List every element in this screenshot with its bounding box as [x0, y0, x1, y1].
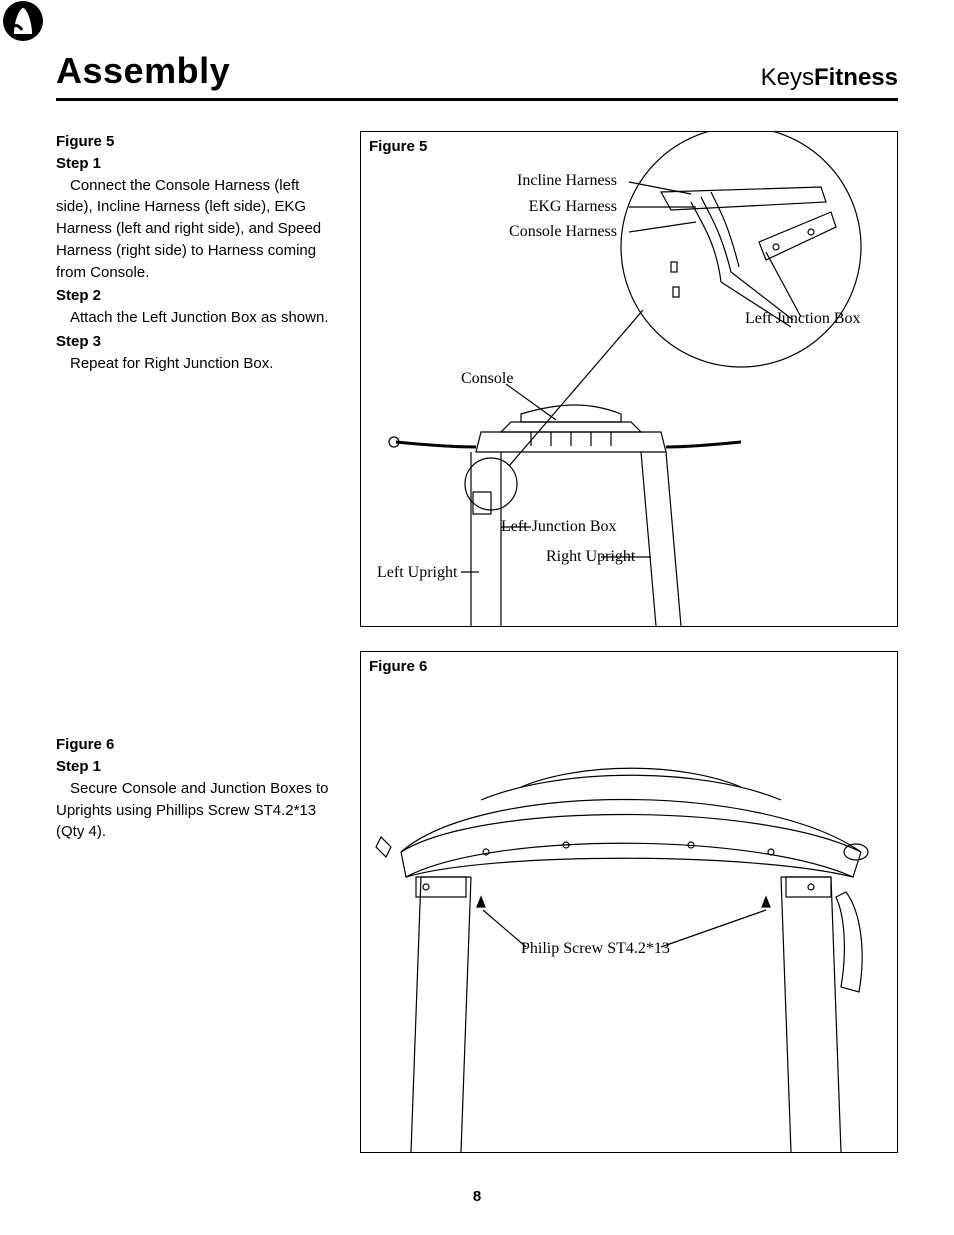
callout-left-junction-box-detail: Left Junction Box: [745, 310, 861, 328]
figure6-instructions: Figure 6 Step 1 Secure Console and Junct…: [56, 734, 336, 843]
step1-body: Connect the Console Harness (left side),…: [56, 175, 336, 284]
figure6-drawing: [361, 652, 899, 1154]
figure6-box: Figure 6: [360, 651, 898, 1153]
fig6-step1-heading: Step 1: [56, 756, 336, 778]
brand-text: KeysFitness: [761, 64, 898, 92]
callout-ekg-harness: EKG Harness: [529, 198, 617, 216]
figure5-instructions: Figure 5 Step 1 Connect the Console Harn…: [56, 131, 336, 374]
content: Figure 5 Step 1 Connect the Console Harn…: [56, 131, 898, 1153]
brand-icon: [0, 0, 46, 42]
callout-right-upright: Right Upright: [546, 548, 635, 566]
brand-text-bold: Fitness: [814, 64, 898, 91]
page-title: Assembly: [56, 50, 230, 92]
callout-left-upright: Left Upright: [377, 564, 457, 582]
page-number: 8: [0, 1188, 954, 1205]
callout-console: Console: [461, 370, 513, 388]
instructions-column: Figure 5 Step 1 Connect the Console Harn…: [56, 131, 336, 1153]
step2-body: Attach the Left Junction Box as shown.: [56, 307, 336, 329]
step3-body: Repeat for Right Junction Box.: [56, 353, 336, 375]
figure6-heading: Figure 6: [56, 734, 336, 756]
brand-text-light: Keys: [761, 64, 814, 91]
page-header: Assembly KeysFitness: [56, 50, 898, 101]
fig6-step1-body: Secure Console and Junction Boxes to Upr…: [56, 778, 336, 843]
callout-incline-harness: Incline Harness: [517, 172, 617, 190]
callout-console-harness: Console Harness: [509, 223, 617, 241]
figure5-heading: Figure 5: [56, 131, 336, 153]
step2-heading: Step 2: [56, 285, 336, 307]
figures-column: Figure 5: [360, 131, 898, 1153]
callout-philip-screw: Philip Screw ST4.2*13: [521, 940, 670, 958]
callout-left-junction-box: Left Junction Box: [501, 518, 617, 536]
brand-logo: KeysFitness: [761, 64, 898, 92]
page: Assembly KeysFitness Figure 5 Step 1 Con…: [0, 0, 954, 1235]
step3-heading: Step 3: [56, 331, 336, 353]
figure5-box: Figure 5: [360, 131, 898, 627]
step1-heading: Step 1: [56, 153, 336, 175]
